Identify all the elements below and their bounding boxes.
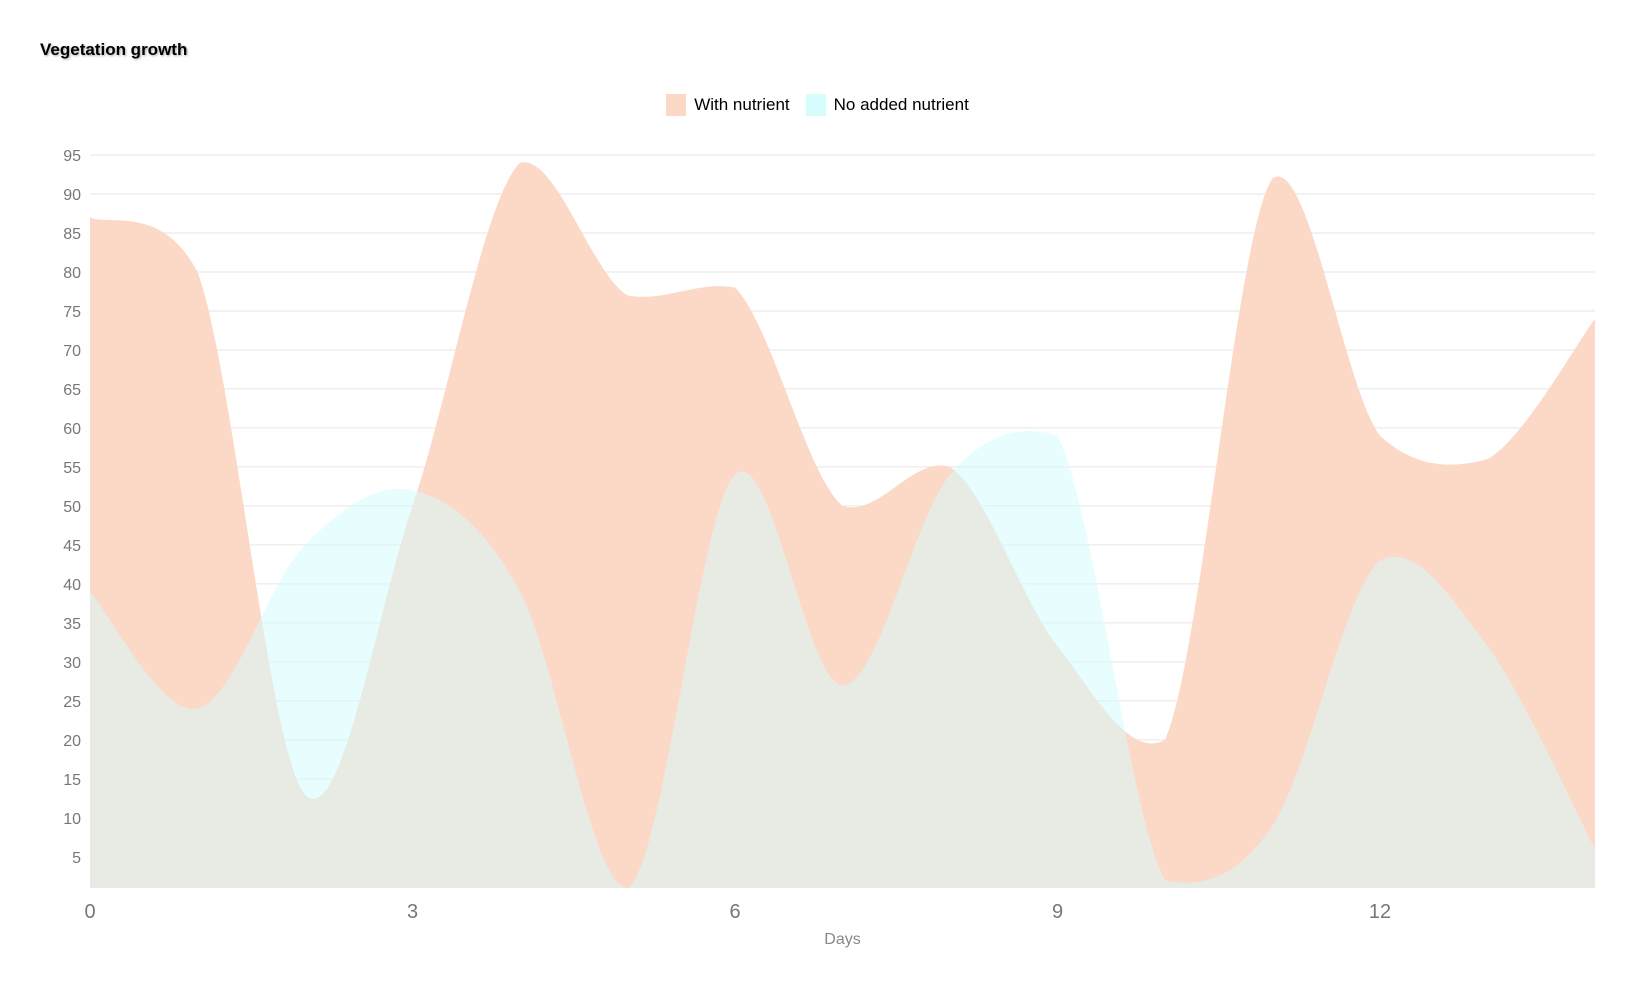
legend-swatch-no-added-nutrient <box>805 94 826 116</box>
y-tick-label: 35 <box>63 616 81 633</box>
y-tick-label: 50 <box>63 499 81 516</box>
y-tick-label: 15 <box>63 772 81 789</box>
x-tick-label: 3 <box>407 901 418 923</box>
x-axis-title: Days <box>824 931 860 948</box>
y-tick-label: 20 <box>63 733 81 750</box>
x-tick-label: 0 <box>84 901 95 923</box>
legend: With nutrient No added nutrient <box>0 94 1635 116</box>
series-areas <box>90 162 1595 888</box>
chart-title: Vegetation growth <box>40 40 188 59</box>
y-tick-label: 60 <box>63 421 81 438</box>
y-axis: 5 10 15 20 25 30 35 40 45 50 55 60 65 70 75 80 85 90 95 <box>63 148 81 867</box>
legend-item-no-added-nutrient[interactable]: No added nutrient <box>805 94 969 116</box>
y-tick-label: 5 <box>72 850 81 867</box>
x-tick-label: 9 <box>1052 901 1063 923</box>
y-tick-label: 10 <box>63 811 81 828</box>
y-tick-label: 80 <box>63 265 81 282</box>
legend-label-no-added-nutrient: No added nutrient <box>833 95 969 114</box>
y-tick-label: 45 <box>63 538 81 555</box>
legend-swatch-with-nutrient <box>666 94 687 116</box>
series-area-no-added-nutrient <box>90 430 1595 888</box>
y-tick-label: 30 <box>63 655 81 672</box>
y-tick-label: 75 <box>63 304 81 321</box>
y-tick-label: 40 <box>63 577 81 594</box>
y-tick-label: 25 <box>63 694 81 711</box>
y-tick-label: 70 <box>63 343 81 360</box>
legend-label-with-nutrient: With nutrient <box>694 95 790 114</box>
legend-item-with-nutrient[interactable]: With nutrient <box>666 94 790 116</box>
y-tick-label: 85 <box>63 226 81 243</box>
x-tick-label: 12 <box>1369 901 1391 923</box>
y-tick-label: 90 <box>63 187 81 204</box>
y-tick-label: 95 <box>63 148 81 165</box>
x-tick-label: 6 <box>729 901 740 923</box>
x-axis: 0 3 6 9 12 <box>84 901 1391 923</box>
y-tick-label: 65 <box>63 382 81 399</box>
y-tick-label: 55 <box>63 460 81 477</box>
